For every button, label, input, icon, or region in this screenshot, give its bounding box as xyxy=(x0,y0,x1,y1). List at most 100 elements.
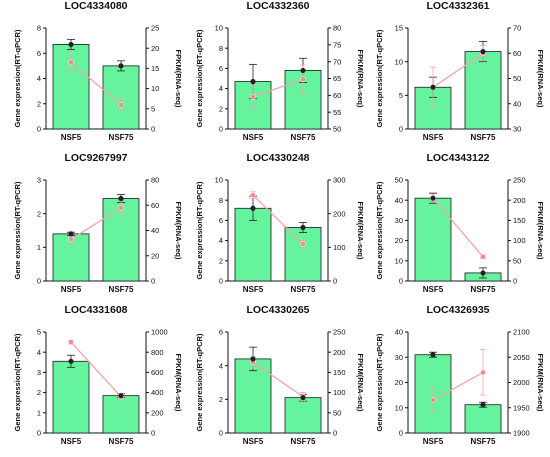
right-tick-label: 0 xyxy=(151,125,155,134)
left-tick-label: 4 xyxy=(219,84,223,93)
chart-svg: 0 2 4 6 8 10 50 55 60 65 70 75 80 Gene expression(RT-… xyxy=(195,24,365,142)
chart-title: LOC4330265 xyxy=(246,304,310,316)
right-tick-label: 5 xyxy=(151,104,155,113)
left-tick-label: 10 xyxy=(215,24,223,33)
y-axis-label: Gene expression(RT-qPCR) xyxy=(195,29,204,127)
category-label: NSF5 xyxy=(423,437,444,446)
fpkm-point xyxy=(480,253,486,260)
left-tick-label: 10 xyxy=(395,403,403,412)
chart-panel: LOC4334080 0 2 4 6 8 0 5 10 15 20 25 Gene expression… xyxy=(8,0,184,150)
right-tick-label: 20 xyxy=(151,44,159,53)
chart-panel: LOC9267997 0 1 2 3 0 20 40 60 80 Gene expression(R… xyxy=(8,152,184,302)
right-tick-label: 100 xyxy=(333,388,346,397)
fpkm-point xyxy=(68,339,74,345)
chart-svg: 0 2 4 6 8 0 5 10 15 20 25 Gene expression(RT-qPCR) F… xyxy=(13,24,183,142)
fpkm-point xyxy=(68,236,74,243)
category-label: NSF75 xyxy=(291,437,316,446)
right-tick-label: 1000 xyxy=(151,328,168,337)
right-tick-label: 0 xyxy=(151,277,155,286)
left-tick-label: 2 xyxy=(37,388,41,397)
fpkm-line xyxy=(432,197,484,258)
bar xyxy=(284,397,322,434)
y-axis-label: Gene expression(RT-qPCR) xyxy=(375,333,384,431)
left-tick-label: 0 xyxy=(399,429,403,438)
right-tick-label: 50 xyxy=(513,74,521,83)
right-tick-label: 20 xyxy=(151,251,159,260)
category-label: NSF75 xyxy=(291,133,316,142)
y2-axis-label: FPKM(RNA-seq) xyxy=(174,354,183,412)
chart-panel: LOC4330265 0 2 4 6 0 50 100 150 200 250 Gene expres… xyxy=(190,304,366,454)
right-tick-label: 400 xyxy=(151,388,164,397)
left-tick-label: 0 xyxy=(399,277,403,286)
y-axis-label: Gene expression(RT-qPCR) xyxy=(195,181,204,279)
left-tick-label: 20 xyxy=(395,378,403,387)
right-tick-label: 250 xyxy=(333,328,346,337)
left-tick-label: 0 xyxy=(37,125,41,134)
chart-title: LOC4332360 xyxy=(246,0,310,12)
bar xyxy=(464,51,502,130)
right-tick-label: 40 xyxy=(151,226,159,235)
category-label: NSF5 xyxy=(423,285,444,294)
right-tick-label: 70 xyxy=(333,57,341,66)
right-tick-label: 30 xyxy=(513,125,521,134)
fpkm-point xyxy=(68,59,74,66)
y2-axis-label: FPKM(RNA-seq) xyxy=(536,202,545,260)
right-tick-label: 150 xyxy=(513,216,526,225)
category-label: NSF75 xyxy=(109,437,134,446)
y2-axis-label: FPKM(RNA-seq) xyxy=(174,50,183,108)
right-tick-label: 600 xyxy=(151,368,164,377)
chart-title: LOC4332361 xyxy=(426,0,490,12)
left-tick-label: 10 xyxy=(395,256,403,265)
right-tick-label: 250 xyxy=(513,176,526,185)
left-tick-label: 2 xyxy=(219,104,223,113)
chart-panel: LOC4332360 0 2 4 6 8 10 50 55 60 65 70 75 80 Gene expr… xyxy=(190,0,366,150)
left-tick-label: 8 xyxy=(37,24,41,33)
right-tick-label: 10 xyxy=(151,84,159,93)
y2-axis-label: FPKM(RNA-seq) xyxy=(356,202,365,260)
chart-title: LOC4334080 xyxy=(64,0,128,12)
right-tick-label: 2000 xyxy=(513,378,530,387)
right-tick-label: 50 xyxy=(333,408,341,417)
left-tick-label: 1 xyxy=(37,408,41,417)
right-tick-label: 80 xyxy=(151,176,159,185)
y2-axis-label: FPKM(RNA-seq) xyxy=(356,354,365,412)
right-tick-label: 80 xyxy=(333,24,341,33)
right-tick-label: 60 xyxy=(333,91,341,100)
left-tick-label: 5 xyxy=(399,91,403,100)
chart-title: LOC4331608 xyxy=(64,304,128,316)
left-tick-label: 30 xyxy=(395,353,403,362)
left-tick-label: 2 xyxy=(219,256,223,265)
category-label: NSF75 xyxy=(291,285,316,294)
right-tick-label: 25 xyxy=(151,24,159,33)
left-tick-label: 0 xyxy=(37,277,41,286)
category-label: NSF5 xyxy=(61,437,82,446)
right-tick-label: 75 xyxy=(333,40,341,49)
left-tick-label: 5 xyxy=(37,328,41,337)
fpkm-point xyxy=(430,397,436,404)
fpkm-point xyxy=(118,204,124,211)
fpkm-line xyxy=(252,194,304,245)
right-tick-label: 200 xyxy=(333,209,346,218)
y2-axis-label: FPKM(RNA-seq) xyxy=(536,354,545,412)
left-tick-label: 3 xyxy=(37,176,41,185)
left-tick-label: 15 xyxy=(395,24,403,33)
fpkm-point xyxy=(300,241,306,247)
right-tick-label: 150 xyxy=(333,368,346,377)
right-tick-label: 0 xyxy=(333,429,337,438)
fpkm-line xyxy=(252,361,304,398)
y2-axis-label: FPKM(RNA-seq) xyxy=(536,50,545,108)
rt-qpcr-point xyxy=(250,78,256,85)
left-tick-label: 0 xyxy=(219,125,223,134)
left-tick-label: 2 xyxy=(37,209,41,218)
fpkm-line xyxy=(432,52,484,88)
rt-qpcr-point xyxy=(480,402,486,408)
y-axis-label: Gene expression(RT-qPCR) xyxy=(195,333,204,431)
y2-axis-label: FPKM(RNA-seq) xyxy=(356,50,365,108)
right-tick-label: 65 xyxy=(333,74,341,83)
rt-qpcr-point xyxy=(118,63,124,69)
bar xyxy=(102,65,140,130)
category-label: NSF5 xyxy=(61,285,82,294)
right-tick-label: 50 xyxy=(513,256,521,265)
rt-qpcr-point xyxy=(118,393,124,399)
